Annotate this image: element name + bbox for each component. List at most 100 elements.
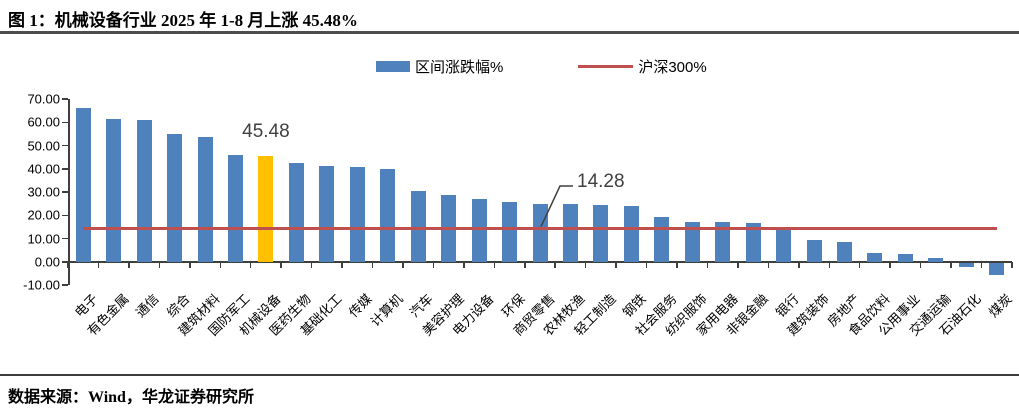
legend-label-line-series: 沪深300% bbox=[638, 59, 707, 76]
bar bbox=[654, 216, 670, 262]
bar bbox=[380, 168, 396, 262]
highlight-value-label: 45.48 bbox=[242, 121, 290, 142]
bar bbox=[227, 154, 243, 262]
x-axis-tick bbox=[676, 261, 678, 268]
bar bbox=[75, 108, 91, 262]
x-axis-tick bbox=[310, 261, 313, 268]
x-axis-tick bbox=[858, 261, 861, 268]
benchmark-line bbox=[83, 227, 997, 231]
x-axis-tick bbox=[189, 261, 191, 268]
bar bbox=[623, 205, 639, 262]
x-axis-tick bbox=[584, 261, 587, 268]
bar bbox=[989, 262, 1005, 276]
legend-label-bar-series: 区间涨跌幅% bbox=[415, 59, 504, 76]
y-axis-tick bbox=[62, 191, 68, 193]
bar bbox=[410, 190, 426, 262]
y-axis-tick bbox=[62, 98, 68, 100]
y-axis-tick bbox=[62, 284, 68, 286]
bar bbox=[136, 119, 152, 262]
y-axis-label: 60.00 bbox=[27, 114, 60, 130]
y-axis-tick bbox=[62, 214, 68, 216]
bar bbox=[897, 253, 913, 262]
x-axis-tick bbox=[493, 261, 496, 268]
x-axis-tick bbox=[767, 261, 770, 268]
bar bbox=[106, 119, 122, 262]
x-axis-tick bbox=[463, 261, 465, 268]
bar bbox=[837, 241, 853, 262]
y-axis-label: 20.00 bbox=[27, 207, 60, 223]
x-axis-tick bbox=[524, 261, 526, 268]
y-axis-label: 50.00 bbox=[27, 138, 60, 153]
bar bbox=[684, 221, 700, 262]
x-axis-tick bbox=[1011, 261, 1013, 268]
x-axis-label: 计算机 bbox=[367, 291, 406, 330]
y-axis-tick bbox=[62, 121, 68, 123]
bar bbox=[471, 198, 487, 262]
title-divider bbox=[0, 31, 1019, 34]
y-axis-label: 10.00 bbox=[27, 231, 60, 246]
y-axis-label: 30.00 bbox=[27, 184, 60, 200]
x-axis-tick bbox=[341, 261, 343, 268]
x-axis-tick bbox=[402, 261, 404, 268]
y-axis-label: -10.00 bbox=[23, 277, 60, 293]
bar bbox=[867, 252, 883, 262]
x-axis-tick bbox=[158, 261, 161, 268]
bar bbox=[319, 165, 335, 262]
x-axis-tick bbox=[97, 261, 100, 268]
x-axis-tick bbox=[615, 261, 617, 268]
bar bbox=[715, 222, 731, 262]
bar bbox=[776, 228, 792, 262]
y-axis-tick bbox=[62, 261, 68, 263]
bar bbox=[958, 262, 974, 267]
x-axis-tick bbox=[554, 261, 556, 268]
bar-chart: 70.00 60.00 50.00 40.00 30.00 20.00 10.00 0.00 -… bbox=[23, 91, 1015, 339]
legend-item-bar-series: 区间涨跌幅% bbox=[376, 56, 503, 77]
bar bbox=[349, 166, 365, 262]
y-axis-line bbox=[68, 99, 70, 285]
x-axis-tick bbox=[219, 261, 221, 268]
y-axis-label: 70.00 bbox=[27, 91, 60, 107]
x-axis-tick bbox=[706, 261, 709, 268]
figure-title: 图 1：机械设备行业 2025 年 1-8 月上涨 45.48% bbox=[8, 11, 358, 30]
y-axis-label: 0.00 bbox=[34, 254, 60, 270]
x-axis-tick bbox=[828, 261, 831, 268]
bar bbox=[745, 222, 761, 262]
bar bbox=[593, 205, 609, 262]
x-axis-tick bbox=[737, 261, 739, 268]
benchmark-value-label: 14.28 bbox=[577, 171, 625, 192]
legend-bar-swatch bbox=[376, 61, 410, 72]
data-source: 数据来源：Wind，华龙证券研究所 bbox=[8, 389, 254, 406]
y-axis-tick bbox=[62, 237, 68, 240]
x-axis-tick bbox=[280, 261, 282, 268]
y-axis-tick bbox=[62, 144, 68, 147]
y-axis-label: 40.00 bbox=[27, 161, 60, 177]
y-axis-tick bbox=[62, 168, 68, 170]
legend-item-line-series: 沪深300% bbox=[578, 56, 707, 77]
x-axis-tick bbox=[980, 261, 983, 268]
x-axis-tick bbox=[128, 261, 130, 268]
bar bbox=[288, 162, 304, 262]
x-axis-tick bbox=[889, 261, 891, 268]
bar-highlighted bbox=[258, 156, 274, 262]
x-axis-tick bbox=[919, 261, 922, 268]
x-axis-label: 煤炭 bbox=[985, 291, 1015, 321]
x-axis-tick bbox=[67, 261, 69, 268]
bar bbox=[502, 201, 518, 262]
x-axis-tick bbox=[645, 261, 648, 268]
bar bbox=[928, 258, 944, 262]
bar bbox=[562, 204, 578, 262]
bar bbox=[197, 137, 213, 262]
footer-divider bbox=[0, 374, 1019, 376]
chart-legend: 区间涨跌幅% 沪深300% bbox=[376, 56, 707, 77]
bar bbox=[532, 203, 548, 262]
x-axis-tick bbox=[950, 261, 952, 268]
x-axis-line bbox=[68, 261, 1012, 263]
x-axis-tick bbox=[798, 261, 800, 268]
x-axis-tick bbox=[432, 261, 435, 268]
bar bbox=[167, 133, 183, 262]
bar bbox=[806, 239, 822, 262]
x-axis-tick bbox=[249, 261, 252, 268]
x-axis-label: 通信 bbox=[132, 291, 162, 321]
legend-line-swatch bbox=[578, 65, 634, 68]
